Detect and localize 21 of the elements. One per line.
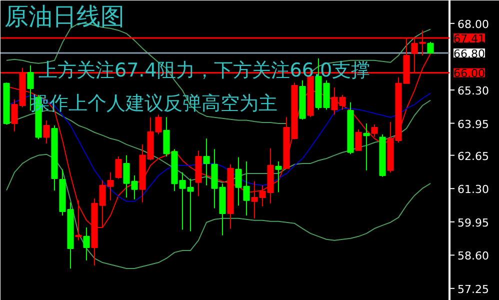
candlestick: [115, 156, 122, 180]
candlestick: [83, 227, 90, 261]
candlestick: [43, 120, 50, 144]
line-series: [6, 154, 431, 269]
candlestick: [371, 124, 378, 138]
candlestick: [355, 128, 362, 151]
y-tick-label: 63.95: [458, 118, 489, 131]
ref-line-label: 66.00: [454, 67, 485, 80]
chart-title: 原油日线图: [4, 2, 124, 30]
y-tick-label: 57.25: [458, 282, 489, 296]
y-tick-label: 68.00: [458, 18, 489, 31]
ref-line-label: 67.41: [454, 32, 485, 46]
candlestick: [203, 138, 210, 186]
candlestick: [363, 123, 370, 171]
y-tick-label: 59.95: [458, 216, 489, 230]
ref-line-label: 66.80: [454, 48, 485, 61]
y-tick-label: 61.30: [458, 183, 489, 196]
y-tick-label: 58.60: [458, 250, 489, 263]
y-tick-label: 65.30: [458, 84, 489, 98]
y-tick-label: 62.65: [458, 150, 489, 163]
candlestick: [275, 160, 282, 193]
